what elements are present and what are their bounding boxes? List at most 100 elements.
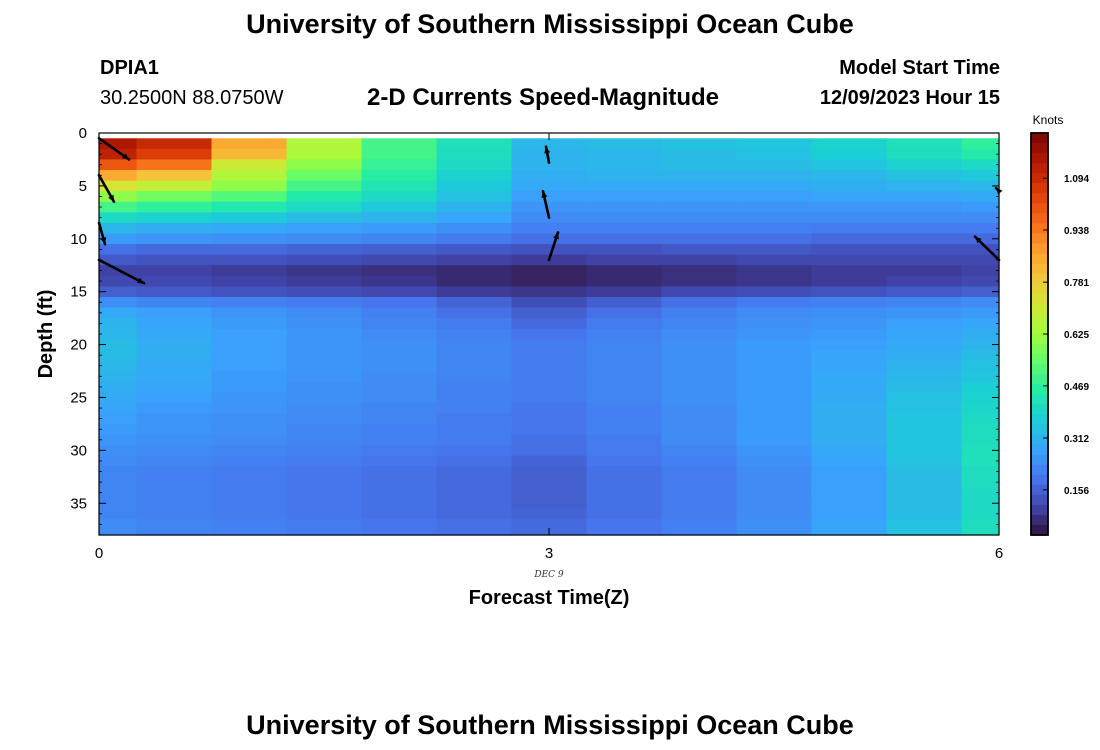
colorbar-segment xyxy=(1031,474,1048,486)
heatmap-cell xyxy=(511,265,588,277)
colorbar-segment xyxy=(1031,273,1048,285)
heatmap-cell xyxy=(661,349,738,362)
heatmap-cell xyxy=(811,286,888,298)
colorbar-tick-label: 0.156 xyxy=(1064,486,1089,497)
heatmap-cell xyxy=(586,180,663,192)
heatmap-cell xyxy=(811,519,888,536)
heatmap-cell xyxy=(436,286,513,298)
heatmap-cell xyxy=(736,296,813,309)
heatmap-cell xyxy=(586,339,663,351)
heatmap-cell xyxy=(436,487,513,499)
heatmap-cell xyxy=(961,222,1000,235)
heatmap-cell xyxy=(736,328,813,340)
heatmap-cell xyxy=(436,148,513,161)
heatmap-cell xyxy=(136,233,213,245)
y-tick-label: 15 xyxy=(70,284,87,301)
colorbar-segment xyxy=(1031,233,1048,245)
heatmap-cell xyxy=(99,244,138,256)
current-vector xyxy=(97,258,146,285)
heatmap-cell xyxy=(511,233,588,245)
heatmap-cell xyxy=(511,296,588,309)
heatmap-cell xyxy=(886,191,963,203)
heatmap-cell xyxy=(136,508,213,520)
heatmap-cell xyxy=(286,265,363,277)
heatmap-cell xyxy=(586,434,663,446)
heatmap-cell xyxy=(436,244,513,256)
heatmap-cell xyxy=(736,254,813,266)
heatmap-cell xyxy=(811,159,888,171)
heatmap-cell xyxy=(661,233,738,245)
heatmap-cell xyxy=(886,508,963,520)
heatmap-cell xyxy=(286,434,363,446)
heatmap-cell xyxy=(511,138,588,150)
colorbar-segment xyxy=(1031,163,1048,174)
heatmap-cell xyxy=(136,360,213,372)
heatmap-cell xyxy=(511,508,588,520)
heatmap-cell xyxy=(736,508,813,520)
heatmap-cell xyxy=(286,244,363,256)
heatmap-cell xyxy=(361,328,438,340)
heatmap-cell xyxy=(736,180,813,192)
heatmap-cell xyxy=(211,349,288,362)
colorbar-segment xyxy=(1031,384,1048,395)
heatmap-cell xyxy=(511,328,588,340)
heatmap-cell xyxy=(811,423,888,436)
current-vector xyxy=(973,235,1001,262)
heatmap-cell xyxy=(811,180,888,192)
heatmap-cell xyxy=(211,487,288,499)
heatmap-cell xyxy=(586,423,663,436)
heatmap-cell xyxy=(886,222,963,235)
heatmap-cell xyxy=(286,191,363,203)
heatmap-cell xyxy=(511,455,588,467)
heatmap-cell xyxy=(811,328,888,340)
heatmap-cell xyxy=(286,307,363,319)
heatmap-cell xyxy=(436,318,513,330)
heatmap-cell xyxy=(586,371,663,383)
heatmap-cell xyxy=(736,497,813,510)
heatmap-cell xyxy=(961,296,1000,309)
heatmap-cell xyxy=(436,159,513,171)
model-start-value: 12/09/2023 Hour 15 xyxy=(819,87,1000,109)
heatmap-cell xyxy=(211,275,288,287)
heatmap-cell xyxy=(586,413,663,425)
heatmap-cell xyxy=(961,212,1000,224)
heatmap-cell xyxy=(661,138,738,150)
heatmap-cell xyxy=(961,434,1000,446)
heatmap-cell xyxy=(211,402,288,414)
heatmap-cell xyxy=(736,275,813,287)
heatmap-cell xyxy=(211,296,288,309)
heatmap-cell xyxy=(136,349,213,362)
heatmap-cell xyxy=(99,339,138,351)
heatmap-cell xyxy=(661,423,738,436)
heatmap-cell xyxy=(961,497,1000,510)
heatmap-cell xyxy=(511,222,588,235)
heatmap-cell xyxy=(886,349,963,362)
heatmap-cell xyxy=(586,170,663,182)
heatmap-cell xyxy=(99,138,138,150)
heatmap-cell xyxy=(511,497,588,510)
heatmap-cell xyxy=(586,233,663,245)
heatmap-cell xyxy=(361,201,438,213)
heatmap-cell xyxy=(211,159,288,171)
colorbar-segment xyxy=(1031,173,1048,184)
heatmap-cell xyxy=(736,381,813,393)
heatmap-cell xyxy=(211,233,288,245)
colorbar: 1.094 0.938 0.781 0.625 0.469 0.312 0.156 xyxy=(1030,132,1089,536)
heatmap-cell xyxy=(661,318,738,330)
heatmap-cell xyxy=(736,371,813,383)
colorbar-segment xyxy=(1031,263,1048,275)
heatmap-cell xyxy=(961,244,1000,256)
heatmap-cell xyxy=(361,381,438,393)
heatmap-cell xyxy=(886,371,963,383)
colorbar-segment xyxy=(1031,143,1048,154)
heatmap-cell xyxy=(511,191,588,203)
heatmap-cell xyxy=(661,497,738,510)
heatmap-cell xyxy=(736,244,813,256)
heatmap-cell xyxy=(436,519,513,536)
heatmap-cell xyxy=(736,148,813,161)
heatmap-cell xyxy=(361,222,438,235)
heatmap-cell xyxy=(436,360,513,372)
vector-head xyxy=(122,153,129,160)
colorbar-segment xyxy=(1031,494,1048,506)
heatmap-cell xyxy=(286,402,363,414)
